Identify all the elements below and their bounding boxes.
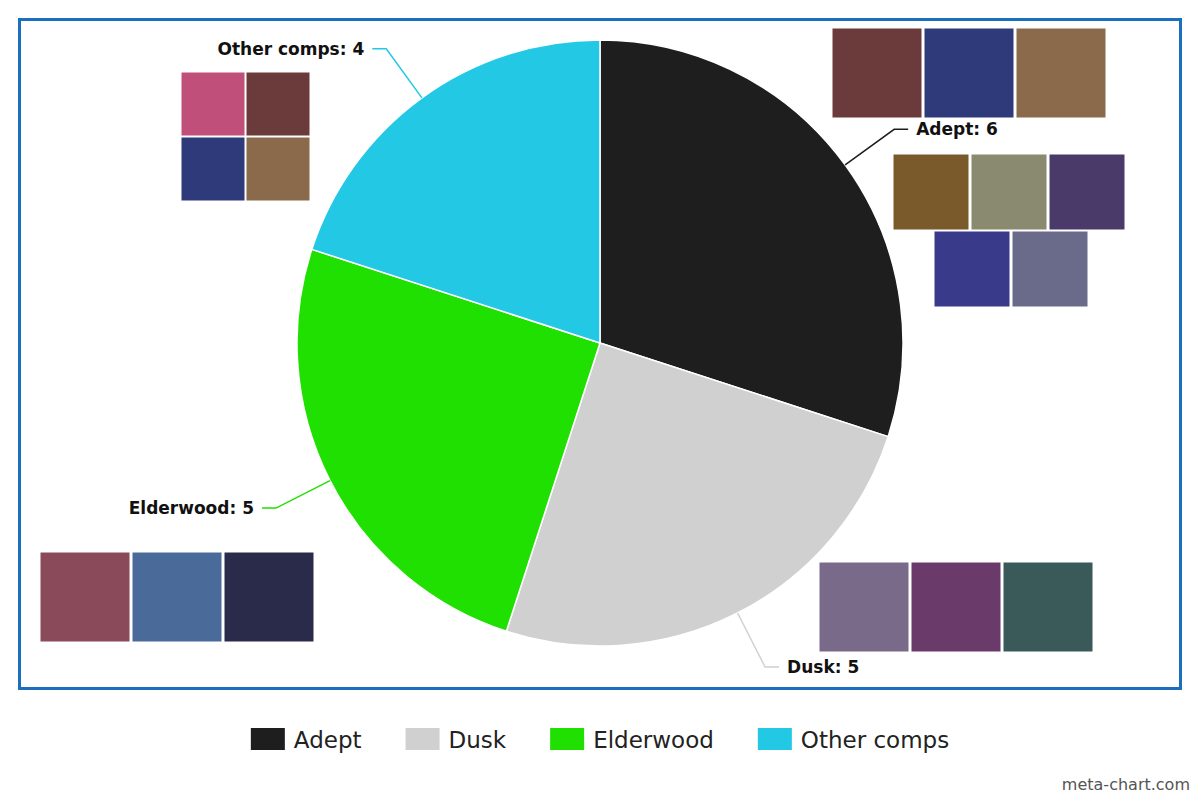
legend-label: Adept [294,727,362,753]
portrait [934,231,1010,307]
portrait [1012,231,1088,307]
portrait [971,154,1047,230]
portrait [181,72,245,136]
legend-swatch [758,728,792,750]
portrait [832,28,922,118]
leader-line [262,481,330,509]
chart: Adept: 6 Dusk: 5 Elderwood: 5 Other comps: … [0,0,1200,800]
data-label: Elderwood: 5 [129,498,254,518]
frame [20,20,1181,689]
portrait [819,562,909,652]
leader-line [372,49,422,98]
legend-label: Elderwood [593,727,714,753]
legend: Adept Dusk Elderwood Other comps [251,727,949,753]
leader-line [845,129,908,165]
slice [312,40,600,343]
data-label: Dusk: 5 [787,657,859,677]
legend-label: Other comps [801,727,949,753]
portrait [246,137,310,201]
portrait [246,72,310,136]
portrait [1003,562,1093,652]
portrait [924,28,1014,118]
portrait [224,552,314,642]
leader-line [738,613,780,667]
legend-swatch [406,728,440,750]
watermark: meta-chart.com [1062,775,1190,794]
data-label: Other comps: 4 [217,39,364,59]
portrait [132,552,222,642]
portrait [1049,154,1125,230]
portrait [1016,28,1106,118]
legend-swatch [550,728,584,750]
portrait [181,137,245,201]
portrait [40,552,130,642]
portrait [893,154,969,230]
background [0,0,1200,800]
legend-swatch [251,728,285,750]
data-label: Adept: 6 [916,119,998,139]
portrait [911,562,1001,652]
legend-label: Dusk [449,727,507,753]
slices [297,40,903,646]
